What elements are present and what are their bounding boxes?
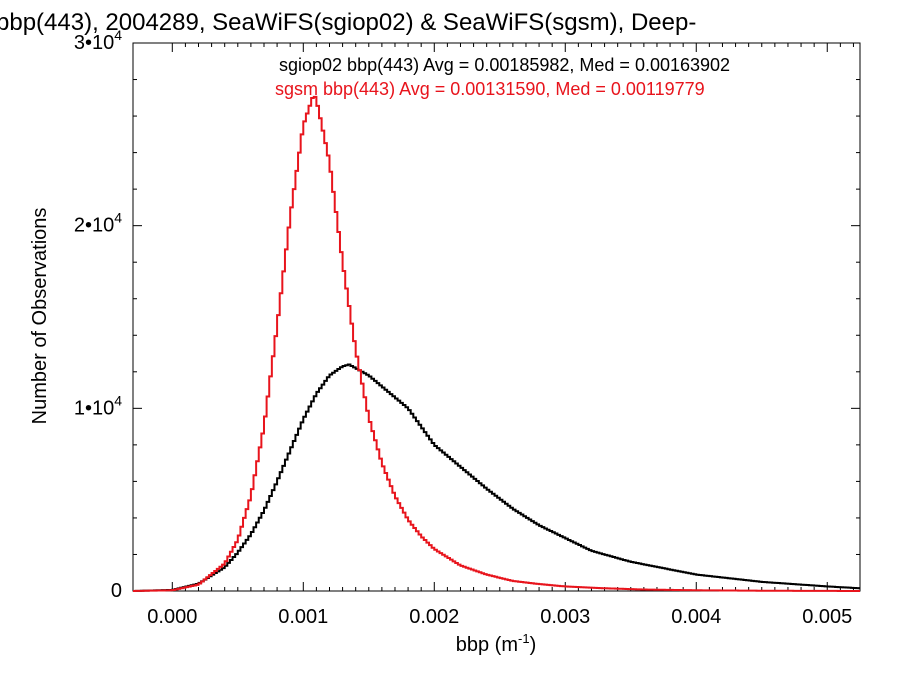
x-tick-label: 0.003 — [540, 606, 590, 628]
series-line-sgiop02 — [133, 363, 860, 592]
x-tick-label: 0.001 — [278, 606, 328, 628]
x-axis-label: bbp (m-1) — [456, 631, 536, 656]
y-tick-label: 1•104 — [74, 392, 122, 419]
y-tick-label: 2•104 — [74, 210, 122, 237]
plot-frame — [132, 42, 861, 592]
x-tick-label: 0.002 — [409, 606, 459, 628]
x-tick-label: 0.000 — [147, 606, 197, 628]
chart-title: bbp(443), 2004289, SeaWiFS(sgiop02) & Se… — [0, 9, 696, 36]
x-tick-label: 0.005 — [802, 606, 852, 628]
series-line-sgsm — [133, 95, 860, 592]
y-tick-label: 0 — [111, 580, 122, 602]
legend-entry-sgsm: sgsm bbp(443) Avg = 0.00131590, Med = 0.… — [275, 79, 705, 99]
y-axis: 0 1•104 2•104 3•104 — [74, 27, 860, 602]
x-tick-label: 0.004 — [671, 606, 721, 628]
x-axis: 0.000 0.001 0.002 0.003 0.004 0.005 — [147, 43, 854, 628]
y-axis-label: Number of Observations — [29, 208, 51, 425]
y-tick-label: 3•104 — [74, 27, 122, 54]
legend-entry-sgiop02: sgiop02 bbp(443) Avg = 0.00185982, Med =… — [279, 55, 730, 75]
series-layer — [133, 95, 860, 592]
